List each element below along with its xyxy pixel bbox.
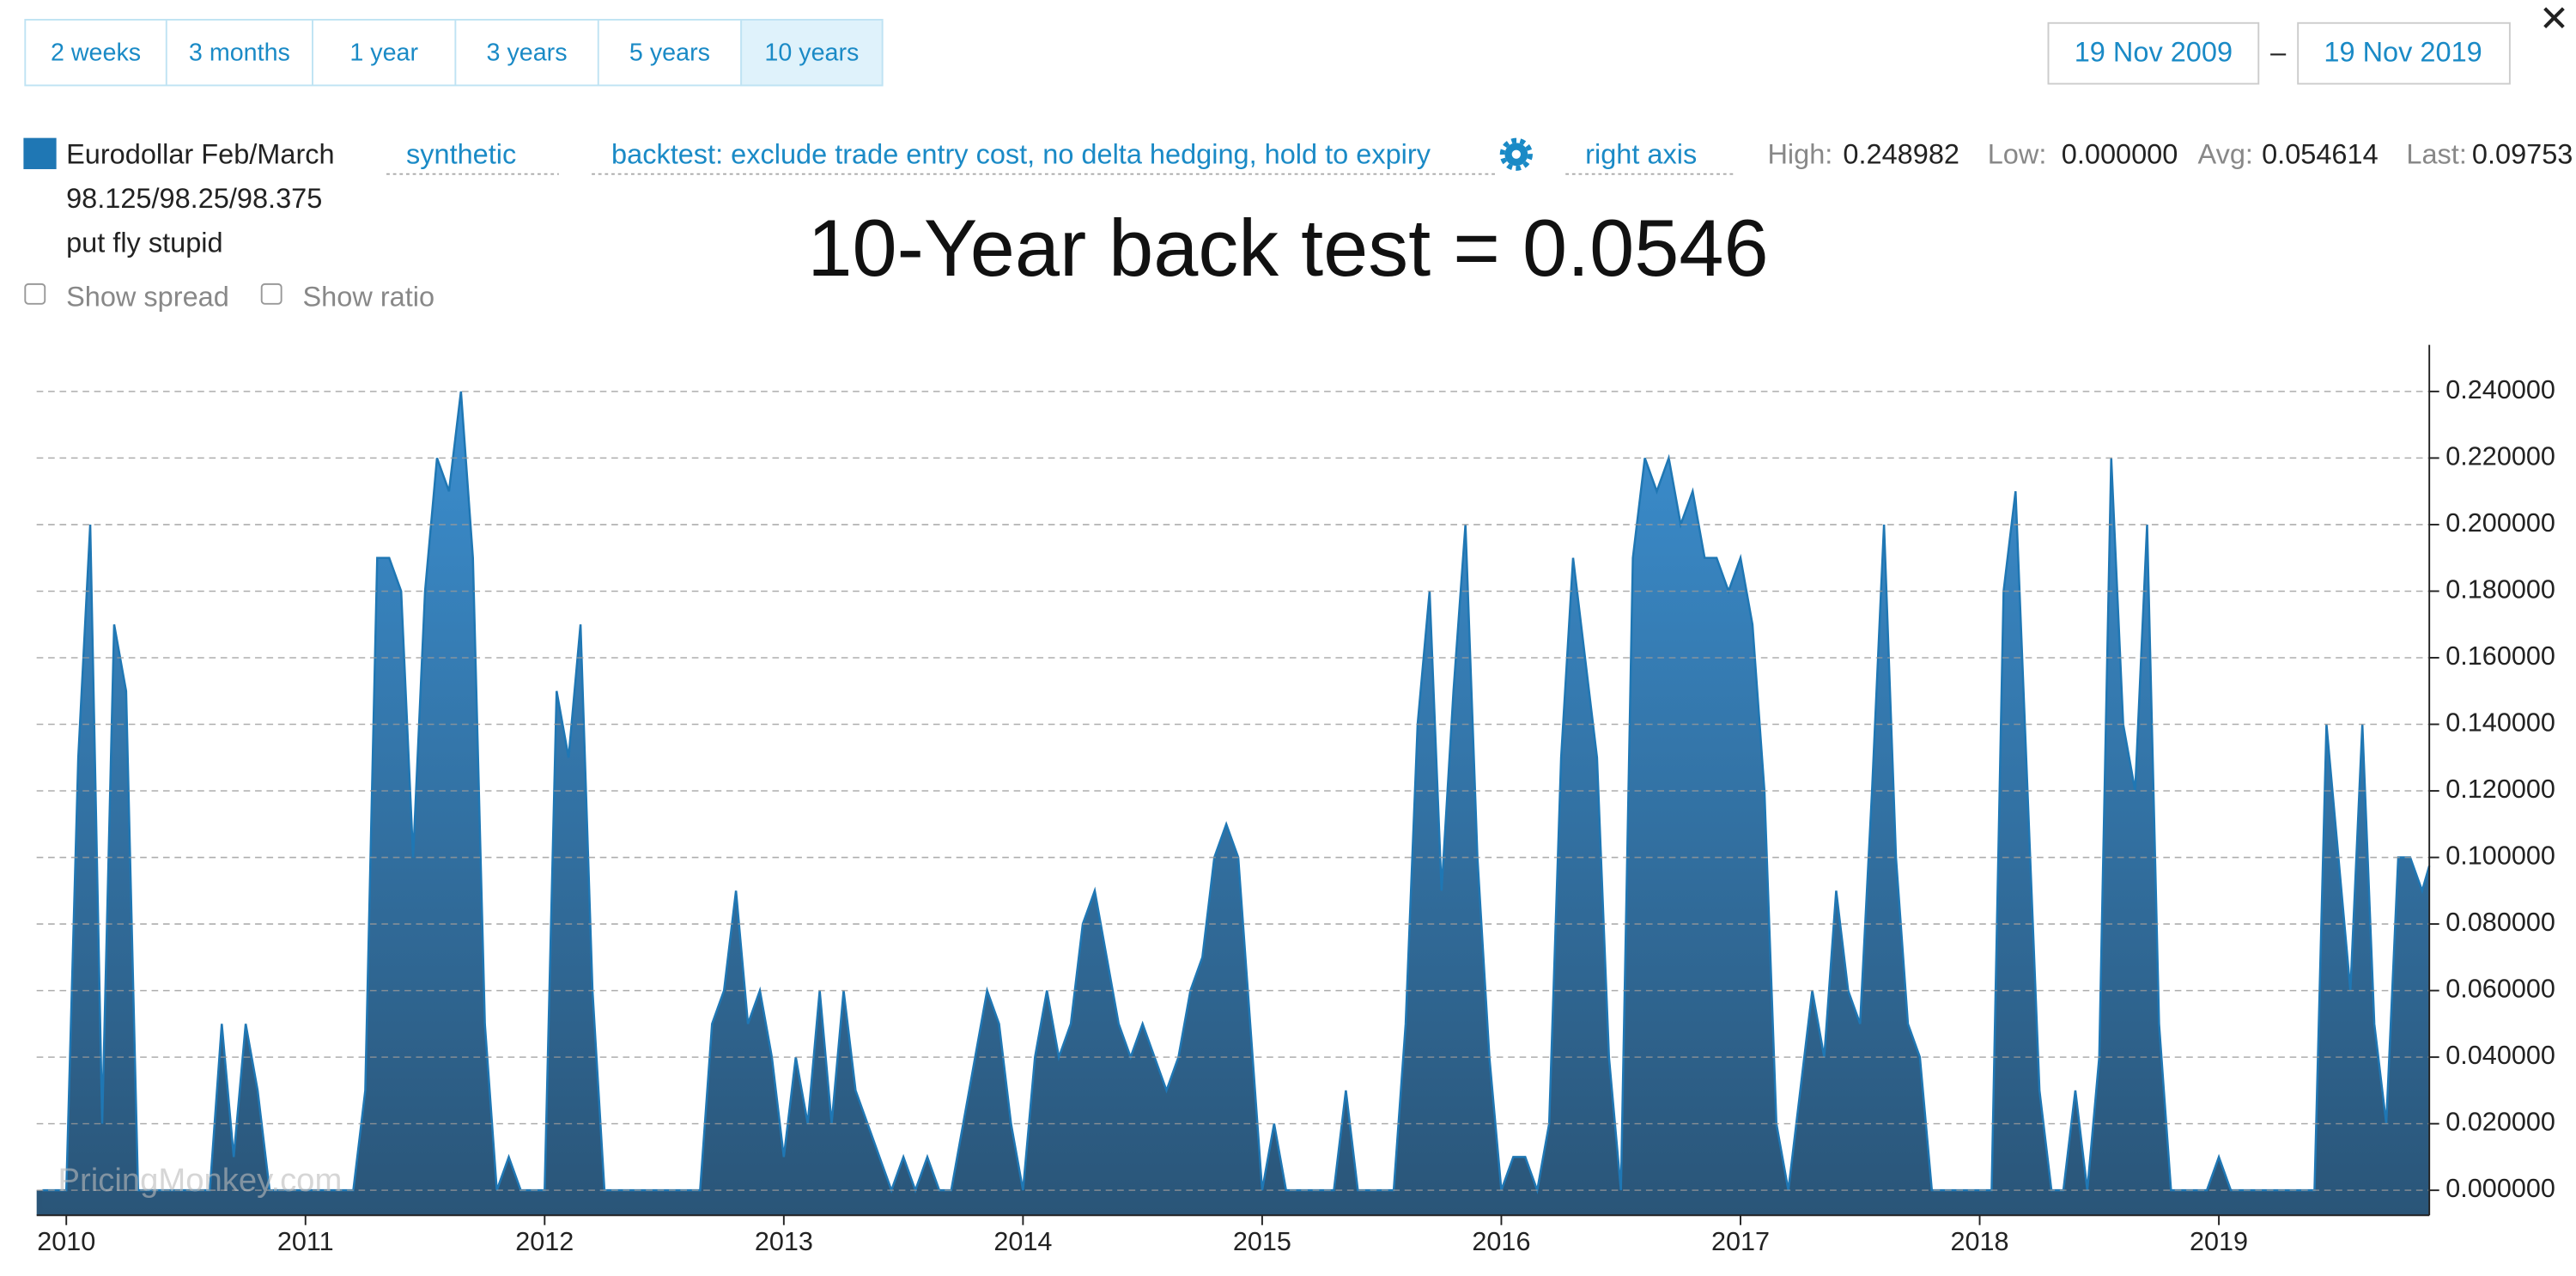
y-tick-label: 0.020000 (2445, 1108, 2555, 1137)
range-button[interactable]: 5 years (629, 39, 710, 67)
y-tick-label: 0.040000 (2445, 1041, 2555, 1070)
checkbox[interactable] (260, 283, 283, 305)
stat-value: 0.248982 (1843, 138, 1959, 169)
stat-label: Last: (2406, 138, 2466, 169)
x-tick-label: 2017 (1711, 1227, 1770, 1256)
backtest-link[interactable]: backtest: exclude trade entry cost, no d… (611, 138, 1431, 169)
range-button[interactable]: 1 year (349, 39, 418, 67)
stat-value: 0.09753 (2472, 138, 2573, 169)
watermark: PricingMonkey.com (58, 1162, 343, 1199)
range-button[interactable]: 10 years (764, 39, 859, 67)
checkbox[interactable] (24, 283, 46, 305)
x-tick-label: 2010 (37, 1227, 95, 1256)
x-tick-label: 2013 (755, 1227, 813, 1256)
plot (36, 391, 2431, 1216)
date-from-box[interactable] (2047, 21, 2260, 85)
date-to-box[interactable] (2297, 21, 2511, 85)
x-tick-label: 2018 (1951, 1227, 2009, 1256)
y-tick-label: 0.200000 (2445, 508, 2555, 538)
stat-label: High: (1767, 138, 1832, 169)
x-tick-label: 2014 (993, 1227, 1052, 1256)
checkbox-label[interactable]: Show ratio (303, 282, 435, 313)
range-button[interactable]: 3 years (487, 39, 568, 67)
stat-value: 0.054614 (2262, 138, 2379, 169)
stat-label: Avg: (2198, 138, 2253, 169)
legend-line: put fly stupid (66, 228, 222, 258)
x-tick-label: 2012 (515, 1227, 574, 1256)
toolbar: 19 Nov 2009 – 19 Nov 2019 ✕ Eurodollar F… (23, 0, 2569, 313)
range-active (740, 18, 884, 87)
date-to[interactable]: 19 Nov 2019 (2324, 37, 2482, 68)
stat-label: Low: (1988, 138, 2047, 169)
y-tick-label: 0.220000 (2445, 441, 2555, 471)
gear-icon[interactable] (1499, 137, 1533, 171)
y-tick-label: 0.140000 (2445, 708, 2555, 738)
legend-line: Eurodollar Feb/March (66, 138, 334, 169)
x-tick-label: 2016 (1472, 1227, 1530, 1256)
range-button[interactable]: 3 months (189, 39, 290, 67)
y-tick-label: 0.160000 (2445, 641, 2555, 671)
mode-link[interactable]: synthetic (406, 138, 516, 169)
range-group (24, 18, 884, 87)
x-tick-label: 2019 (2190, 1227, 2248, 1256)
checkbox-label[interactable]: Show spread (66, 282, 229, 313)
y-tick-label: 0.240000 (2445, 375, 2555, 404)
y-tick-label: 0.080000 (2445, 908, 2555, 937)
close-button[interactable]: ✕ (2539, 0, 2569, 39)
x-tick-label: 2011 (277, 1227, 334, 1256)
x-tick-label: 2015 (1233, 1227, 1291, 1256)
y-tick-label: 0.000000 (2445, 1174, 2555, 1203)
stat-value: 0.000000 (2062, 138, 2178, 169)
chart-title: 10-Year back test = 0.0546 (807, 203, 1768, 293)
area (42, 391, 2430, 1216)
date-sep: – (2270, 37, 2287, 68)
legend-swatch (23, 137, 57, 169)
date-from[interactable]: 19 Nov 2009 (2075, 37, 2233, 68)
axis-link[interactable]: right axis (1585, 138, 1697, 169)
range-button[interactable]: 2 weeks (51, 39, 141, 67)
y-tick-label: 0.180000 (2445, 575, 2555, 605)
legend-line: 98.125/98.25/98.375 (66, 183, 322, 214)
y-tick-label: 0.100000 (2445, 842, 2555, 871)
y-tick-label: 0.060000 (2445, 975, 2555, 1004)
y-tick-label: 0.120000 (2445, 775, 2555, 804)
